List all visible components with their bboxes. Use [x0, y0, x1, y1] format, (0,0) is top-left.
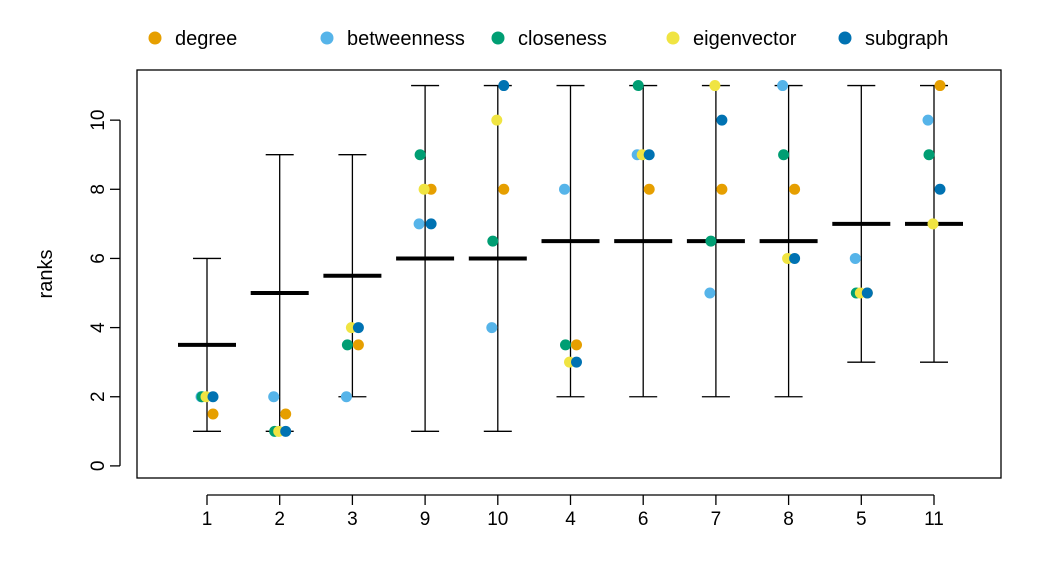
y-axis-title: ranks — [35, 250, 57, 299]
legend: degree betweenness closeness eigenvector sub… — [148, 28, 948, 50]
point-eigenvector — [418, 183, 430, 195]
y-tick-label: 8 — [88, 184, 109, 195]
point-closeness — [487, 235, 499, 247]
legend-label-closeness: closeness — [518, 28, 607, 50]
legend-marker-subgraph — [838, 31, 852, 45]
legend-label-subgraph: subgraph — [865, 28, 948, 50]
point-subgraph — [934, 183, 946, 195]
point-closeness — [341, 339, 353, 351]
legend-marker-closeness — [491, 31, 505, 45]
point-degree — [789, 183, 801, 195]
point-degree — [352, 339, 364, 351]
point-subgraph — [280, 425, 292, 437]
point-closeness — [414, 149, 426, 161]
point-betweenness — [849, 252, 861, 264]
y-axis: 0 2 4 6 8 10 — [88, 110, 121, 472]
point-closeness — [705, 235, 717, 247]
y-tick-label: 10 — [88, 110, 109, 131]
x-tick-label: 9 — [420, 509, 431, 530]
point-betweenness — [559, 183, 570, 195]
legend-marker-betweenness — [320, 31, 334, 45]
point-degree — [716, 183, 728, 195]
point-subgraph — [425, 218, 437, 230]
point-eigenvector — [927, 218, 939, 230]
plot-frame — [136, 69, 1002, 479]
point-eigenvector — [491, 114, 503, 126]
point-betweenness — [268, 391, 280, 403]
x-tick-label: 3 — [347, 509, 358, 530]
point-subgraph — [498, 80, 510, 92]
point-betweenness — [922, 114, 934, 126]
x-tick-label: 1 — [202, 509, 213, 530]
x-tick-label: 8 — [783, 509, 794, 530]
x-tick-label: 5 — [856, 509, 867, 530]
point-closeness — [632, 80, 644, 92]
x-tick-label: 11 — [924, 509, 944, 530]
y-tick-label: 4 — [88, 322, 109, 333]
point-betweenness — [777, 80, 789, 92]
point-eigenvector — [709, 80, 721, 92]
point-betweenness — [486, 322, 498, 334]
data-points — [195, 80, 946, 437]
x-tick-label: 7 — [711, 509, 722, 530]
point-closeness — [560, 339, 571, 351]
y-tick-label: 6 — [88, 253, 109, 264]
point-betweenness — [340, 391, 352, 403]
point-degree — [934, 80, 946, 92]
point-subgraph — [789, 252, 801, 264]
point-degree — [207, 408, 219, 420]
legend-marker-eigenvector — [666, 31, 680, 45]
point-subgraph — [352, 322, 364, 334]
point-betweenness — [704, 287, 716, 299]
point-degree — [498, 183, 510, 195]
point-subgraph — [716, 114, 728, 126]
rank-ranges — [178, 84, 963, 432]
legend-label-eigenvector: eigenvector — [693, 28, 797, 50]
point-degree — [571, 339, 582, 351]
point-degree — [643, 183, 655, 195]
legend-label-degree: degree — [175, 28, 237, 50]
point-subgraph — [571, 356, 582, 368]
point-subgraph — [861, 287, 873, 299]
point-subgraph — [643, 149, 655, 161]
point-closeness — [778, 149, 790, 161]
y-tick-label: 0 — [88, 461, 109, 472]
legend-marker-degree — [148, 31, 162, 45]
point-degree — [280, 408, 292, 420]
x-tick-label: 10 — [487, 509, 508, 530]
x-axis: 1 2 3 9 10 4 6 7 8 5 11 — [202, 494, 944, 530]
y-tick-label: 2 — [88, 391, 109, 402]
legend-label-betweenness: betweenness — [347, 28, 465, 50]
point-betweenness — [413, 218, 425, 230]
point-closeness — [923, 149, 935, 161]
point-subgraph — [207, 391, 219, 403]
x-tick-label: 2 — [274, 509, 285, 530]
x-tick-label: 4 — [565, 509, 576, 530]
x-tick-label: 6 — [638, 509, 649, 530]
